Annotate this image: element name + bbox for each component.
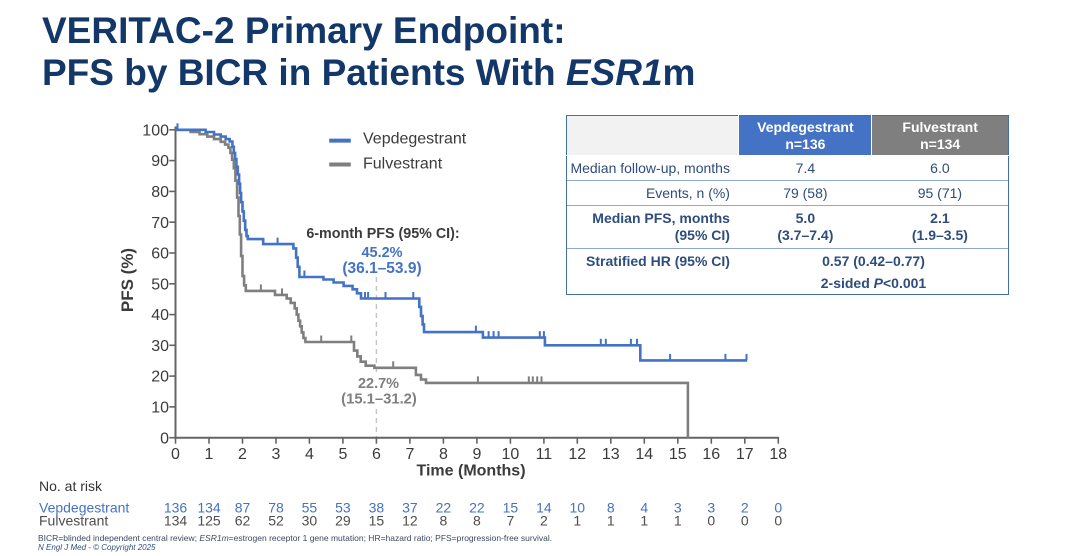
svg-text:136: 136 <box>164 500 188 516</box>
svg-text:Vepdegestrant: Vepdegestrant <box>363 131 467 148</box>
svg-text:62: 62 <box>235 513 251 529</box>
svg-text:2: 2 <box>540 513 548 529</box>
svg-text:0: 0 <box>741 513 749 529</box>
svg-text:20: 20 <box>151 369 169 386</box>
svg-text:8: 8 <box>440 513 448 529</box>
svg-text:PFS (%): PFS (%) <box>118 248 137 312</box>
svg-text:12: 12 <box>402 513 418 529</box>
svg-text:80: 80 <box>151 184 169 201</box>
svg-text:52: 52 <box>268 513 284 529</box>
svg-text:70: 70 <box>151 215 169 232</box>
svg-text:10: 10 <box>570 500 586 516</box>
svg-text:0: 0 <box>171 446 180 463</box>
svg-text:15: 15 <box>503 500 519 516</box>
svg-text:12: 12 <box>568 446 586 463</box>
svg-text:1: 1 <box>205 446 214 463</box>
svg-text:22: 22 <box>469 500 485 516</box>
svg-text:15: 15 <box>369 513 385 529</box>
svg-text:16: 16 <box>702 446 720 463</box>
svg-text:6-month PFS (95% CI):: 6-month PFS (95% CI): <box>306 226 459 242</box>
svg-text:0: 0 <box>774 513 782 529</box>
svg-text:1: 1 <box>640 513 648 529</box>
svg-text:134: 134 <box>197 500 221 516</box>
svg-text:15: 15 <box>669 446 687 463</box>
svg-text:17: 17 <box>736 446 754 463</box>
svg-text:8: 8 <box>607 500 615 516</box>
svg-text:1: 1 <box>607 513 615 529</box>
svg-text:0: 0 <box>774 500 782 516</box>
svg-text:22.7%: 22.7% <box>358 376 399 392</box>
svg-text:22: 22 <box>436 500 452 516</box>
svg-text:0: 0 <box>160 430 169 447</box>
svg-text:2: 2 <box>238 446 247 463</box>
svg-text:125: 125 <box>197 513 221 529</box>
svg-text:45.2%: 45.2% <box>361 245 402 261</box>
svg-text:(15.1–31.2): (15.1–31.2) <box>341 392 417 408</box>
svg-text:5: 5 <box>338 446 347 463</box>
svg-text:14: 14 <box>536 500 552 516</box>
svg-text:14: 14 <box>635 446 653 463</box>
svg-text:Fulvestrant: Fulvestrant <box>39 513 108 529</box>
svg-text:90: 90 <box>151 153 169 170</box>
svg-text:10: 10 <box>151 400 169 417</box>
svg-text:9: 9 <box>472 446 481 463</box>
svg-text:3: 3 <box>272 446 281 463</box>
svg-text:3: 3 <box>707 500 715 516</box>
svg-text:13: 13 <box>602 446 620 463</box>
svg-text:40: 40 <box>151 307 169 324</box>
svg-text:29: 29 <box>335 513 351 529</box>
svg-text:Fulvestrant: Fulvestrant <box>363 156 443 173</box>
svg-text:87: 87 <box>235 500 251 516</box>
svg-text:78: 78 <box>268 500 284 516</box>
svg-text:8: 8 <box>473 513 481 529</box>
svg-text:18: 18 <box>769 446 787 463</box>
svg-text:30: 30 <box>151 338 169 355</box>
svg-text:2: 2 <box>741 500 749 516</box>
svg-text:3: 3 <box>674 500 682 516</box>
svg-text:(36.1–53.9): (36.1–53.9) <box>342 260 421 277</box>
svg-text:37: 37 <box>402 500 418 516</box>
svg-text:55: 55 <box>302 500 318 516</box>
svg-text:11: 11 <box>536 446 553 463</box>
svg-text:1: 1 <box>674 513 682 529</box>
svg-text:4: 4 <box>305 446 314 463</box>
svg-text:4: 4 <box>640 500 648 516</box>
svg-text:50: 50 <box>151 276 169 293</box>
svg-text:10: 10 <box>502 446 520 463</box>
svg-text:30: 30 <box>302 513 318 529</box>
svg-text:134: 134 <box>164 513 188 529</box>
svg-text:No. at risk: No. at risk <box>39 478 103 494</box>
svg-text:38: 38 <box>369 500 385 516</box>
svg-text:8: 8 <box>439 446 448 463</box>
svg-text:60: 60 <box>151 246 169 263</box>
svg-text:Vepdegestrant: Vepdegestrant <box>39 500 129 516</box>
svg-text:1: 1 <box>573 513 581 529</box>
svg-text:Time (Months): Time (Months) <box>416 463 525 480</box>
svg-text:7: 7 <box>507 513 515 529</box>
svg-text:100: 100 <box>142 122 169 139</box>
svg-text:7: 7 <box>405 446 414 463</box>
svg-text:6: 6 <box>372 446 381 463</box>
svg-text:0: 0 <box>707 513 715 529</box>
svg-text:53: 53 <box>335 500 351 516</box>
